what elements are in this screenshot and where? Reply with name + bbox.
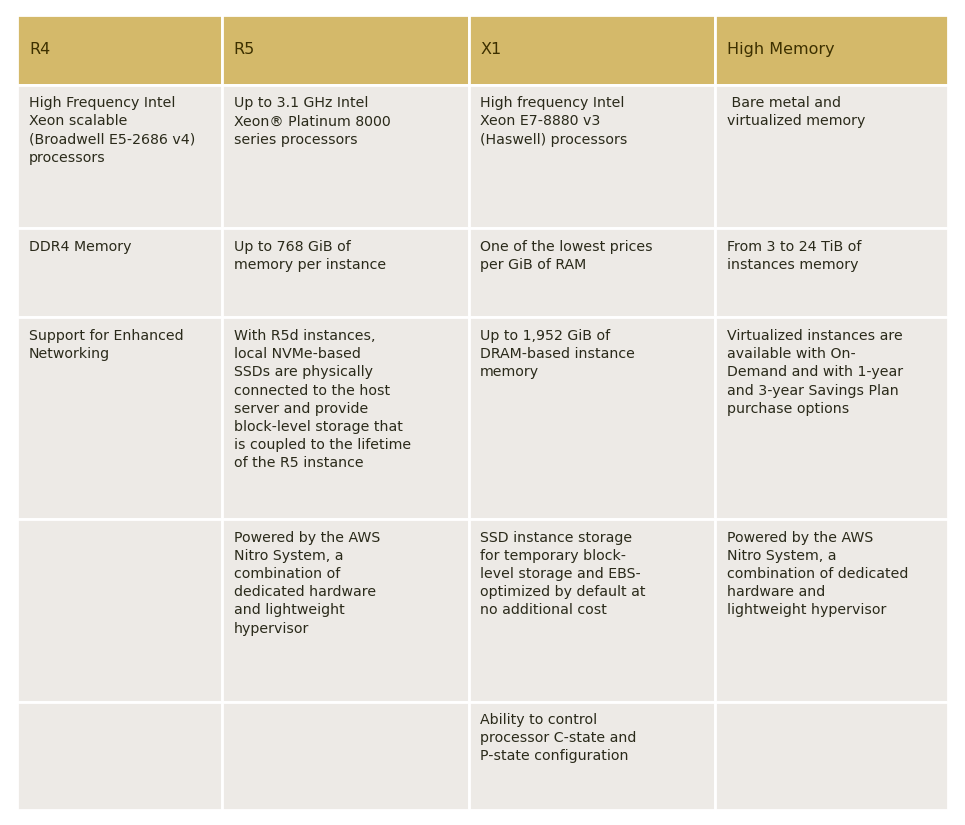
Text: High Memory: High Memory xyxy=(727,42,835,57)
Text: Virtualized instances are
available with On-
Demand and with 1-year
and 3-year S: Virtualized instances are available with… xyxy=(727,329,903,416)
Text: Up to 1,952 GiB of
DRAM-based instance
memory: Up to 1,952 GiB of DRAM-based instance m… xyxy=(481,329,635,380)
Bar xyxy=(222,318,469,519)
Text: DDR4 Memory: DDR4 Memory xyxy=(29,240,131,254)
Bar xyxy=(17,85,222,229)
Text: Up to 768 GiB of
memory per instance: Up to 768 GiB of memory per instance xyxy=(234,240,386,272)
Bar xyxy=(17,15,222,85)
Text: Ability to control
processor C-state and
P-state configuration: Ability to control processor C-state and… xyxy=(481,713,637,763)
Text: Bare metal and
virtualized memory: Bare metal and virtualized memory xyxy=(727,97,865,129)
Bar xyxy=(469,85,715,229)
Bar xyxy=(222,229,469,318)
Text: Support for Enhanced
Networking: Support for Enhanced Networking xyxy=(29,329,183,361)
Text: Powered by the AWS
Nitro System, a
combination of dedicated
hardware and
lightwe: Powered by the AWS Nitro System, a combi… xyxy=(727,530,908,617)
Bar xyxy=(17,519,222,701)
Bar xyxy=(222,15,469,85)
Text: High Frequency Intel
Xeon scalable
(Broadwell E5-2686 v4)
processors: High Frequency Intel Xeon scalable (Broa… xyxy=(29,97,195,165)
Text: From 3 to 24 TiB of
instances memory: From 3 to 24 TiB of instances memory xyxy=(727,240,861,272)
Text: R4: R4 xyxy=(29,42,50,57)
Bar xyxy=(469,318,715,519)
Text: High frequency Intel
Xeon E7-8880 v3
(Haswell) processors: High frequency Intel Xeon E7-8880 v3 (Ha… xyxy=(481,97,627,147)
Text: SSD instance storage
for temporary block-
level storage and EBS-
optimized by de: SSD instance storage for temporary block… xyxy=(481,530,646,617)
Bar xyxy=(715,318,948,519)
Text: One of the lowest prices
per GiB of RAM: One of the lowest prices per GiB of RAM xyxy=(481,240,652,272)
Text: Up to 3.1 GHz Intel
Xeon® Platinum 8000
series processors: Up to 3.1 GHz Intel Xeon® Platinum 8000 … xyxy=(234,97,391,147)
Bar xyxy=(222,85,469,229)
Bar xyxy=(469,701,715,810)
Bar xyxy=(715,85,948,229)
Bar xyxy=(715,229,948,318)
Bar xyxy=(469,519,715,701)
Text: X1: X1 xyxy=(481,42,502,57)
Bar xyxy=(17,701,222,810)
Bar xyxy=(17,229,222,318)
Text: Powered by the AWS
Nitro System, a
combination of
dedicated hardware
and lightwe: Powered by the AWS Nitro System, a combi… xyxy=(234,530,380,635)
Bar xyxy=(469,229,715,318)
Bar xyxy=(715,519,948,701)
Bar xyxy=(715,701,948,810)
Bar xyxy=(715,15,948,85)
Text: With R5d instances,
local NVMe-based
SSDs are physically
connected to the host
s: With R5d instances, local NVMe-based SSD… xyxy=(234,329,411,470)
Bar xyxy=(469,15,715,85)
Bar xyxy=(222,701,469,810)
Text: R5: R5 xyxy=(234,42,255,57)
Bar xyxy=(17,318,222,519)
Bar xyxy=(222,519,469,701)
